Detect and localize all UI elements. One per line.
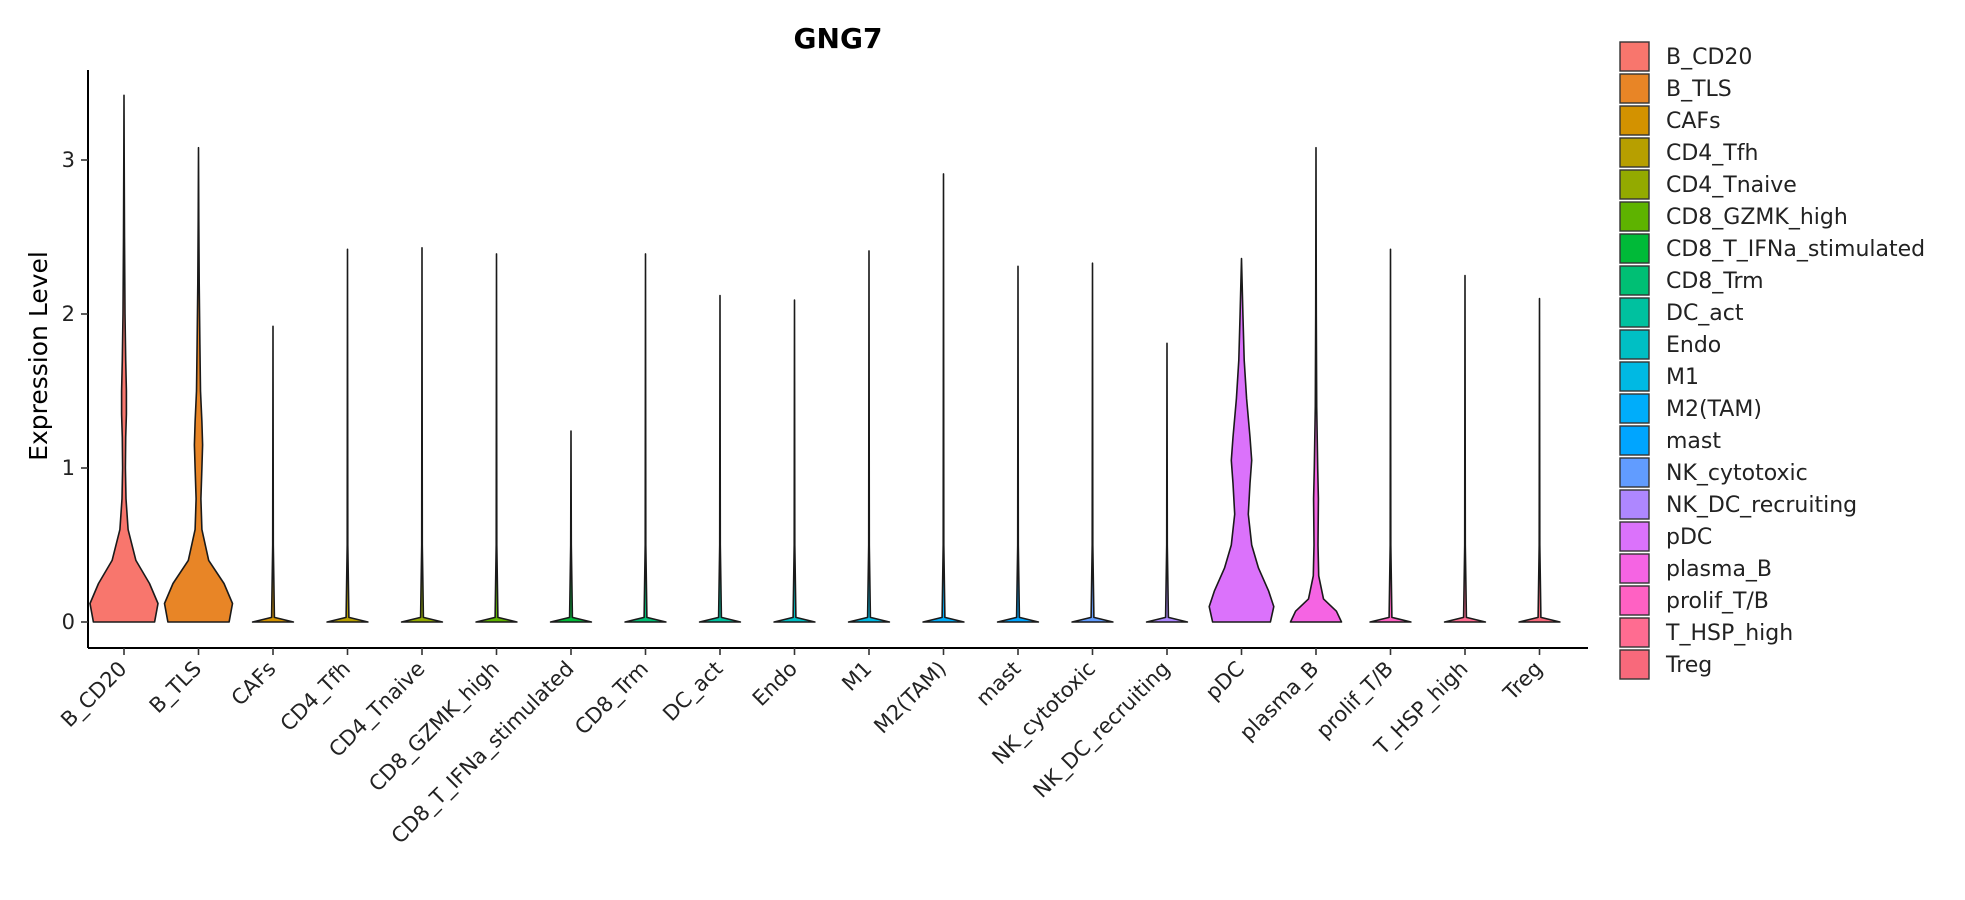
violin-NK_DC_recruiting	[1145, 342, 1189, 623]
violin-T_HSP_high	[1443, 274, 1487, 623]
violin-NK_cytotoxic	[1071, 262, 1114, 623]
x-tick-label: B_CD20	[56, 657, 132, 733]
legend-key-CD4_Tnaive	[1619, 169, 1650, 200]
violin-prolif_T/B	[1369, 248, 1412, 623]
legend-key-Treg	[1619, 649, 1650, 680]
legend-label: Treg	[1665, 653, 1712, 678]
y-axis: 0 1 2 3	[62, 70, 89, 648]
legend-label: CD8_GZMK_high	[1666, 205, 1848, 230]
legend-label: CD8_T_IFNa_stimulated	[1666, 237, 1925, 262]
legend-label: NK_DC_recruiting	[1666, 493, 1857, 518]
y-tick-label: 0	[62, 610, 75, 634]
legend-label: B_CD20	[1666, 45, 1752, 70]
legend-label: CD4_Tfh	[1666, 141, 1758, 166]
legend-label: pDC	[1666, 525, 1712, 550]
violin-CD8_Trm	[624, 253, 667, 623]
violin-B_TLS	[163, 146, 234, 623]
x-tick-label: DC_act	[658, 657, 728, 727]
violin-M1	[847, 250, 891, 623]
x-tick-label: CD8_GZMK_high	[364, 657, 504, 797]
x-tick-label: NK_DC_recruiting	[1029, 657, 1176, 804]
violin-pDC	[1208, 257, 1275, 623]
legend-key-mast	[1619, 425, 1650, 456]
legend-key-NK_DC_recruiting	[1619, 489, 1650, 520]
y-tick-label: 2	[62, 302, 75, 326]
legend-key-B_CD20	[1619, 41, 1650, 72]
legend-label: prolif_T/B	[1666, 589, 1769, 614]
violin-CD8_GZMK_high	[475, 253, 518, 623]
legend-key-CD4_Tfh	[1619, 137, 1650, 168]
plot-area	[89, 94, 1561, 623]
legend-key-CAFs	[1619, 105, 1650, 136]
x-axis: B_CD20 B_TLS CAFsCD4_TfhCD4_TnaiveCD8_GZMK…	[56, 647, 1588, 849]
violin-Endo	[773, 299, 816, 623]
x-tick-label: plasma_B	[1235, 657, 1324, 746]
x-tick-label: M1	[837, 657, 876, 696]
x-tick-label: M2(TAM)	[869, 657, 951, 739]
y-tick-label: 1	[62, 456, 75, 480]
legend-key-pDC	[1619, 521, 1650, 552]
legend-key-M1	[1619, 361, 1650, 392]
violin-CD4_Tnaive	[400, 247, 444, 623]
violin-CAFs	[251, 325, 295, 623]
legend-label: M2(TAM)	[1666, 397, 1762, 422]
legend-key-B_TLS	[1619, 73, 1650, 104]
legend-label: B_TLS	[1666, 77, 1732, 102]
violin-plasma_B	[1289, 146, 1343, 623]
violin-M2(TAM)	[922, 173, 965, 623]
legend-key-CD8_Trm	[1619, 265, 1650, 296]
x-tick-label: mast	[971, 657, 1025, 711]
legend-key-CD8_T_IFNa_stimulated	[1619, 233, 1650, 264]
legend-key-NK_cytotoxic	[1619, 457, 1650, 488]
legend-label: CD8_Trm	[1666, 269, 1764, 294]
legend-key-T_HSP_high	[1619, 617, 1650, 648]
legend-label: Endo	[1666, 333, 1721, 358]
legend-key-DC_act	[1619, 297, 1650, 328]
legend-label: CAFs	[1666, 109, 1721, 134]
y-tick-label: 3	[62, 148, 75, 172]
x-tick-label: Endo	[748, 657, 802, 711]
legend-label: NK_cytotoxic	[1666, 461, 1808, 486]
x-tick-label: CAFs	[227, 657, 281, 711]
violin-CD4_Tfh	[326, 248, 369, 623]
legend-label: CD4_Tnaive	[1666, 173, 1797, 198]
x-tick-label: CD8_Trm	[570, 657, 654, 741]
violin-CD8_T_IFNa_stimulated	[549, 430, 593, 623]
violin-mast	[996, 265, 1040, 623]
legend-key-plasma_B	[1619, 553, 1650, 584]
x-tick-label: B_TLS	[145, 657, 207, 719]
legend-label: mast	[1666, 429, 1721, 454]
legend: B_CD20 B_TLS CAFs CD4_Tfh CD4_Tnaive CD8_GZMK…	[1619, 41, 1925, 680]
violin-DC_act	[698, 294, 742, 623]
x-tick-label: Treg	[1498, 657, 1547, 706]
legend-label: plasma_B	[1666, 557, 1772, 582]
y-axis-label: Expression Level	[24, 251, 53, 461]
legend-key-prolif_T/B	[1619, 585, 1650, 616]
legend-label: DC_act	[1666, 301, 1744, 326]
violin-Treg	[1518, 297, 1561, 623]
legend-label: T_HSP_high	[1665, 621, 1793, 646]
x-tick-label: pDC	[1201, 657, 1249, 705]
violin-B_CD20	[89, 94, 159, 623]
legend-label: M1	[1666, 365, 1699, 390]
chart-title: GNG7	[794, 22, 883, 55]
legend-key-M2(TAM)	[1619, 393, 1650, 424]
legend-key-CD8_GZMK_high	[1619, 201, 1650, 232]
legend-key-Endo	[1619, 329, 1650, 360]
